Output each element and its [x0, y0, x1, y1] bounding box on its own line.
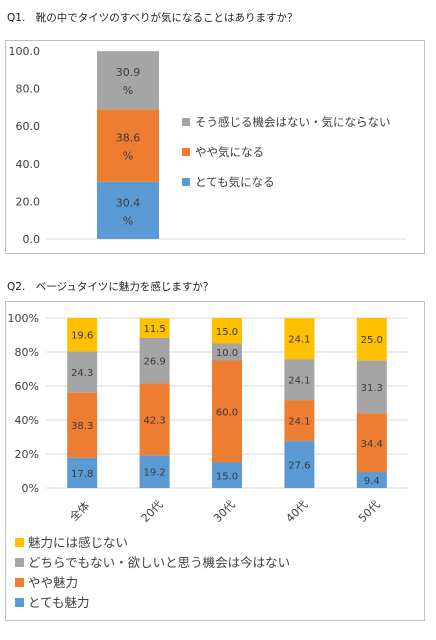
data-label: 24.1 [288, 335, 310, 346]
x-tick-label: 30代 [211, 498, 238, 525]
bar-segment [284, 400, 315, 442]
data-label: 42.3 [143, 415, 165, 426]
x-tick-label: 50代 [356, 498, 383, 525]
data-label: 34.4 [361, 439, 383, 450]
data-label: 38.3 [71, 421, 93, 432]
q2-chart: 0% 20% 40% 60% 80% 100% 17.8 38.3 24.3 19.6 全体 19.2… [8, 312, 408, 610]
legend-label: とても気になる [195, 175, 275, 189]
q2-title: Q2. ベージュタイツに魅力を感じますか？ [7, 281, 214, 293]
data-label: 26.9 [143, 357, 165, 368]
bar-segment [97, 109, 159, 182]
y-tick-label: 60.0 [16, 120, 41, 133]
bar-segment [356, 360, 387, 414]
data-label: 38.6 [116, 132, 141, 145]
legend-swatch [182, 118, 190, 126]
data-label: 19.2 [143, 468, 165, 479]
legend-swatch [15, 598, 24, 607]
bar-segment [212, 462, 242, 488]
bar-segment [139, 455, 170, 488]
legend-swatch [15, 558, 24, 567]
data-label: 31.3 [361, 383, 383, 394]
q1-title: Q1. 靴の中でタイツのすべりが気になることはありますか？ [7, 12, 298, 24]
legend-label: とても魅力 [28, 595, 90, 610]
y-tick-label: 20.0 [16, 195, 41, 208]
legend-label: どちらでもない・欲しいと思う機会は今はない [28, 555, 290, 570]
bar-segment [97, 181, 159, 239]
data-label: 17.8 [71, 469, 93, 480]
bar-segment [212, 343, 242, 361]
bar-segment [67, 351, 98, 393]
y-tick-label: 80.0 [16, 83, 41, 96]
legend-swatch [15, 538, 24, 547]
data-label: 25.0 [361, 335, 383, 346]
legend-label: 魅力には感じない [28, 535, 128, 550]
x-tick-label: 20代 [139, 498, 166, 525]
bar-segment [139, 318, 170, 338]
data-label: 11.5 [143, 324, 165, 335]
bar-segment [356, 318, 387, 361]
bar-segment [284, 441, 315, 488]
data-label: 10.0 [216, 348, 238, 359]
y-tick-label: 80% [15, 346, 39, 359]
bar-segment [67, 392, 98, 458]
data-label: 24.3 [71, 368, 93, 379]
q2-chart-panel: 0% 20% 40% 60% 80% 100% 17.8 38.3 24.3 19.6 全体 19.2… [5, 301, 425, 621]
legend-label: やや気になる [195, 145, 264, 159]
data-label: % [123, 214, 133, 227]
data-label: 30.4 [116, 196, 141, 209]
legend-label: そう感じる機会はない・気にならない [195, 115, 391, 129]
data-label: 15.0 [216, 327, 238, 338]
data-label: % [123, 84, 133, 97]
legend-swatch [15, 578, 24, 587]
bar-segment [212, 318, 242, 344]
data-label: 24.1 [288, 376, 310, 387]
bar-segment [356, 413, 387, 473]
legend-swatch [182, 178, 190, 186]
data-label: 9.4 [364, 476, 380, 487]
y-tick-label: 0% [22, 482, 39, 495]
data-label: % [123, 150, 133, 163]
y-tick-label: 60% [15, 380, 39, 393]
y-tick-label: 100% [8, 312, 39, 325]
bar-segment [284, 359, 315, 401]
y-tick-label: 40.0 [16, 158, 41, 171]
y-tick-label: 20% [15, 448, 39, 461]
data-label: 19.6 [71, 331, 93, 342]
y-tick-label: 40% [15, 414, 39, 427]
bar-segment [356, 472, 387, 488]
data-label: 24.1 [288, 417, 310, 428]
data-label: 60.0 [216, 408, 238, 419]
y-tick-label: 0.0 [23, 233, 41, 246]
bar-segment [212, 360, 242, 463]
bar-segment [67, 318, 98, 352]
data-label: 27.6 [288, 461, 310, 472]
x-tick-label: 全体 [67, 498, 92, 523]
x-tick-label: 40代 [283, 498, 310, 525]
bar-segment [67, 457, 98, 488]
bar-segment [139, 383, 170, 456]
legend-swatch [182, 148, 190, 156]
q1-chart: 0.0 20.0 40.0 60.0 80.0 100.0 30.4% 38.6% 30.9% そ… [9, 45, 406, 246]
data-label: 30.9 [116, 66, 141, 79]
legend-label: やや魅力 [28, 575, 78, 590]
bar-segment [284, 318, 315, 360]
bar-segment [139, 337, 170, 384]
data-label: 15.0 [216, 471, 238, 482]
y-tick-label: 100.0 [9, 45, 41, 58]
q1-chart-panel: 0.0 20.0 40.0 60.0 80.0 100.0 30.4% 38.6% 30.9% そ… [5, 40, 425, 254]
bar-segment [97, 51, 159, 110]
